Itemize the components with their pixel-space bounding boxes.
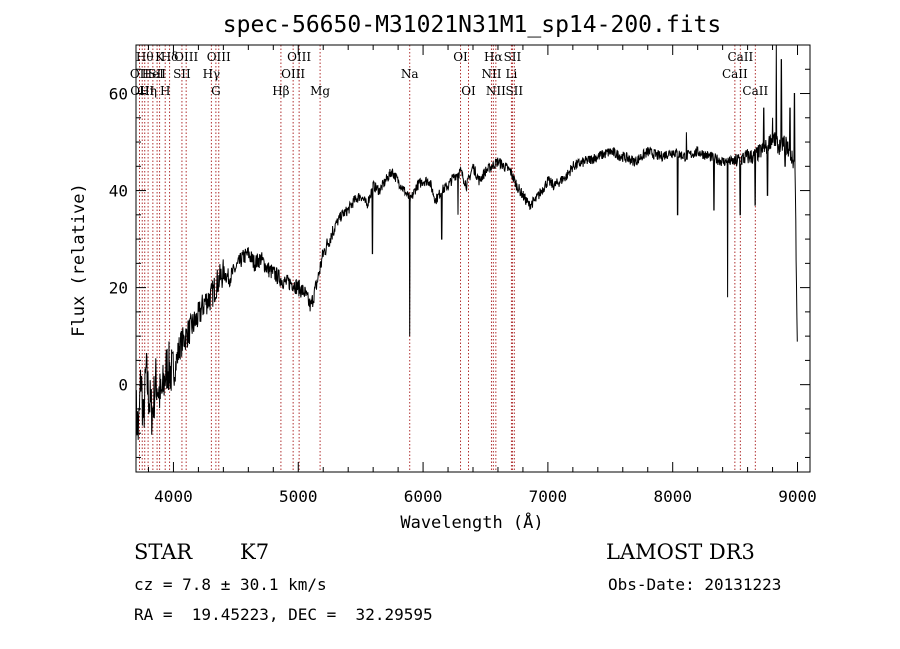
line-label-24: Li xyxy=(506,67,518,81)
line-label-19: OI xyxy=(453,50,468,64)
line-label-6: K xyxy=(155,50,165,64)
y-tick-label-2: 40 xyxy=(109,182,128,201)
line-label-16: OIII xyxy=(287,50,311,64)
line-label-29: CaII xyxy=(742,84,768,98)
survey-name: LAMOST DR3 xyxy=(606,540,755,564)
line-label-28: CaII xyxy=(727,50,753,64)
line-label-13: OIII xyxy=(207,50,231,64)
line-label-25: SII xyxy=(504,50,522,64)
spectral-line-labels: OIIOIIIHθHηHeISIIKHHδSIIOIIIHγGOIIIHβOII… xyxy=(130,50,769,98)
line-label-22: Hα xyxy=(484,50,503,64)
line-label-4: HeI xyxy=(142,67,165,81)
line-label-21: NII xyxy=(481,67,501,81)
chart-title: spec-56650-M31021N31M1_sp14-200.fits xyxy=(223,12,722,38)
x-tick-label-3: 7000 xyxy=(529,487,568,506)
line-label-27: CaII xyxy=(722,67,748,81)
x-tick-label-0: 4000 xyxy=(154,487,193,506)
line-label-12: G xyxy=(211,84,221,98)
line-label-10: OIII xyxy=(174,50,198,64)
y-tick-labels: 0 20 40 60 xyxy=(109,85,128,395)
plot-frame xyxy=(135,44,811,473)
line-label-20: OI xyxy=(461,84,476,98)
line-label-18: Na xyxy=(401,67,419,81)
object-subclass: K7 xyxy=(240,540,270,564)
line-label-15: OIII xyxy=(281,67,305,81)
line-label-8: Hδ xyxy=(161,50,179,64)
x-tick-labels: 4000 5000 6000 7000 8000 9000 xyxy=(154,487,817,506)
line-label-5: SII xyxy=(148,67,166,81)
line-label-7: H xyxy=(160,84,170,98)
line-label-2: Hθ xyxy=(136,50,154,64)
line-label-3: Hη xyxy=(139,84,157,98)
flux-line xyxy=(135,44,798,440)
observation-date: Obs-Date: 20131223 xyxy=(608,575,782,594)
line-label-23: NII xyxy=(486,84,506,98)
y-axis-label: Flux (relative) xyxy=(69,183,89,337)
x-tick-label-4: 8000 xyxy=(653,487,692,506)
redshift-readout: cz = 7.8 ± 30.1 km/s xyxy=(134,575,327,594)
line-label-11: Hγ xyxy=(203,67,221,81)
y-tick-label-0: 0 xyxy=(118,376,128,395)
x-tick-label-2: 6000 xyxy=(404,487,443,506)
line-label-0: OII xyxy=(130,67,150,81)
y-tick-label-3: 60 xyxy=(109,85,128,104)
line-label-17: Mg xyxy=(310,84,330,98)
y-tick-label-1: 20 xyxy=(109,279,128,298)
coordinates: RA = 19.45223, DEC = 32.29595 xyxy=(134,605,433,624)
spectral-line-markers xyxy=(138,45,756,472)
line-label-26: SII xyxy=(505,84,523,98)
line-label-14: Hβ xyxy=(272,84,289,98)
axis-ticks xyxy=(136,45,810,472)
x-axis-label: Wavelength (Å) xyxy=(400,511,543,533)
line-label-9: SII xyxy=(173,67,191,81)
x-tick-label-1: 5000 xyxy=(279,487,318,506)
object-class: STAR xyxy=(134,540,193,564)
x-tick-label-5: 9000 xyxy=(778,487,817,506)
